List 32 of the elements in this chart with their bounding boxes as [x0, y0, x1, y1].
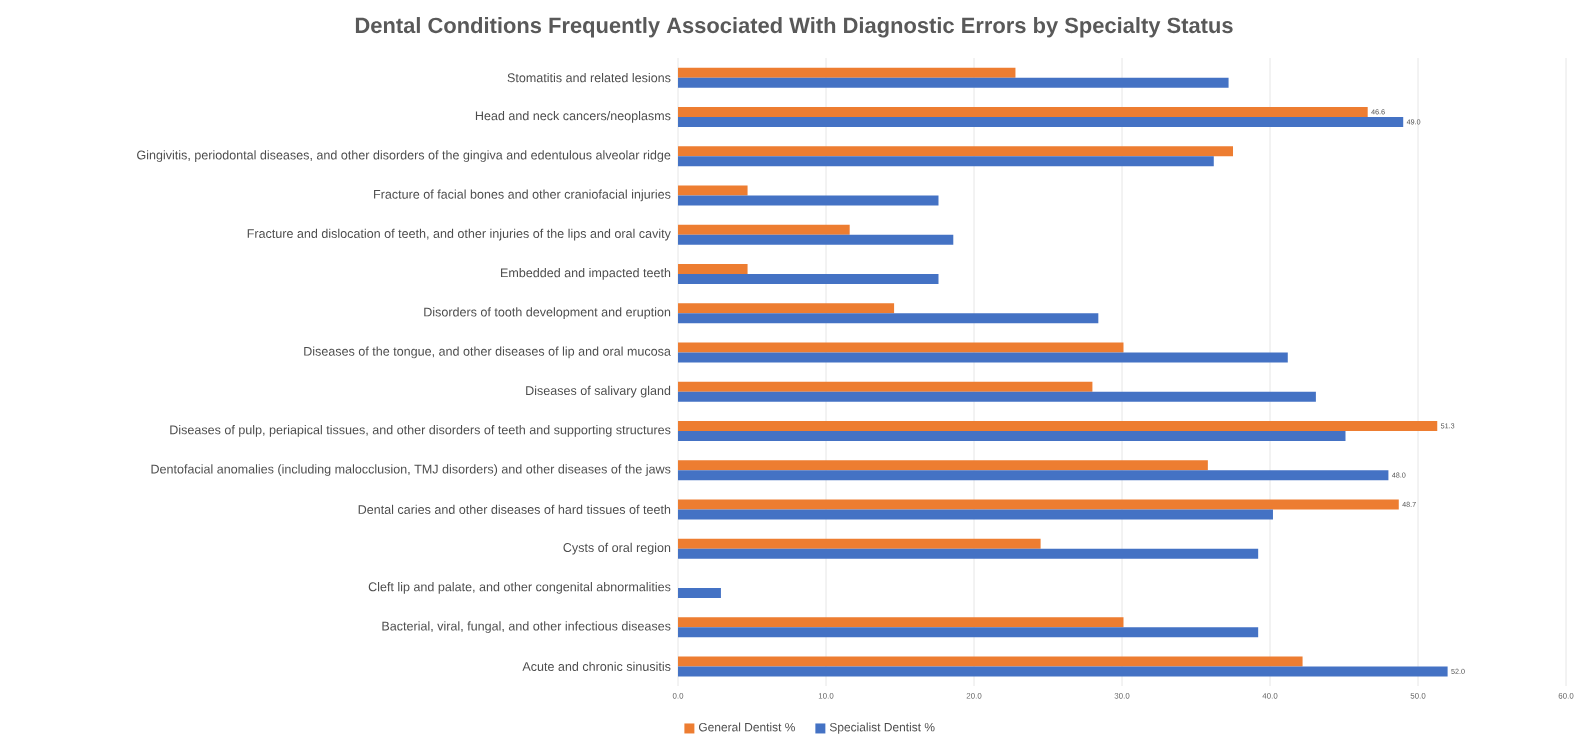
bar	[678, 106, 1368, 117]
bar	[678, 77, 1229, 88]
bar	[678, 420, 1438, 431]
bar	[678, 195, 939, 206]
bar	[678, 460, 1208, 471]
bar	[678, 617, 1124, 628]
bar	[678, 352, 1288, 363]
bar	[678, 548, 1259, 559]
bar	[678, 303, 895, 314]
bar	[678, 381, 1093, 392]
bar	[678, 509, 1273, 520]
bar	[678, 313, 1099, 324]
bar	[678, 263, 748, 274]
bar	[678, 470, 1389, 481]
bar	[678, 67, 1016, 78]
bar	[678, 656, 1303, 667]
bar	[678, 116, 1404, 127]
bar	[678, 342, 1124, 353]
bar	[678, 273, 939, 284]
bar	[678, 234, 954, 245]
bar	[678, 185, 748, 196]
bar	[678, 391, 1316, 402]
bar	[678, 146, 1234, 157]
bar	[678, 538, 1041, 549]
bar	[678, 587, 721, 598]
bar	[678, 499, 1399, 510]
chart-title: Dental Conditions Frequently Associated With Diagnostic Errors by Specialty Status	[355, 17, 1233, 38]
bar	[678, 156, 1214, 167]
bar	[678, 666, 1448, 677]
bar	[678, 627, 1259, 638]
bar	[678, 224, 850, 235]
bar	[678, 430, 1346, 441]
